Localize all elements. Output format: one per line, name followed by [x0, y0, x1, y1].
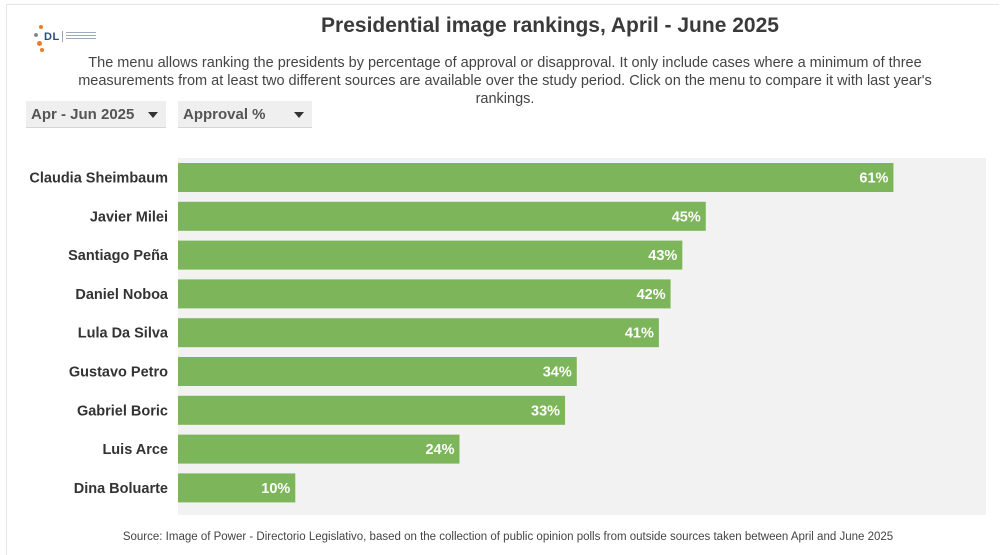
category-label: Daniel Noboa	[75, 287, 169, 303]
bar-chart: Claudia Sheimbaum 61% Javier Milei 45% Santi…	[29, 158, 986, 515]
logo-dot-3	[37, 41, 42, 46]
period-select[interactable]: Apr - Jun 2025	[26, 101, 166, 128]
logo-divider	[62, 31, 63, 42]
logo-text: DL	[44, 31, 60, 43]
data-label: 45%	[672, 209, 701, 225]
bar[interactable]	[178, 240, 683, 270]
bar[interactable]	[178, 318, 659, 348]
category-label: Dina Boluarte	[74, 481, 168, 497]
data-label: 10%	[261, 481, 290, 497]
category-label: Gustavo Petro	[69, 365, 168, 381]
bar[interactable]	[178, 357, 577, 386]
bar[interactable]	[178, 395, 566, 425]
data-label: 24%	[425, 442, 454, 458]
data-label: 41%	[625, 326, 654, 342]
category-label: Javier Milei	[90, 209, 168, 225]
period-select-value: Apr - Jun 2025	[31, 106, 135, 123]
bar[interactable]	[178, 163, 894, 192]
category-label: Claudia Sheimbaum	[29, 171, 168, 187]
data-label: 33%	[531, 403, 560, 419]
chevron-down-icon	[148, 112, 158, 118]
dl-logo: DL	[34, 22, 104, 56]
metric-select-value: Approval %	[183, 106, 266, 123]
category-label: Lula Da Silva	[78, 326, 169, 342]
data-label: 61%	[859, 171, 888, 187]
logo-dot-2	[34, 33, 38, 37]
metric-select[interactable]: Approval %	[178, 101, 312, 128]
bar[interactable]	[178, 434, 460, 464]
logo-dot-1	[39, 25, 43, 29]
bar[interactable]	[178, 201, 706, 231]
page-title: Presidential image rankings, April - Jun…	[321, 14, 779, 37]
chart-description: The menu allows ranking the presidents b…	[78, 55, 932, 107]
category-label: Santiago Peña	[68, 248, 169, 264]
category-label: Luis Arce	[102, 442, 168, 458]
bar[interactable]	[178, 473, 296, 503]
bar[interactable]	[178, 279, 671, 309]
category-label: Gabriel Boric	[77, 403, 168, 419]
chevron-down-icon	[294, 112, 304, 118]
data-label: 42%	[637, 287, 666, 303]
data-label: 34%	[543, 365, 572, 381]
logo-dot-4	[40, 48, 44, 52]
logo-tagline	[66, 32, 96, 41]
data-label: 43%	[648, 248, 677, 264]
source-note: Source: Image of Power - Directorio Legi…	[122, 531, 894, 543]
